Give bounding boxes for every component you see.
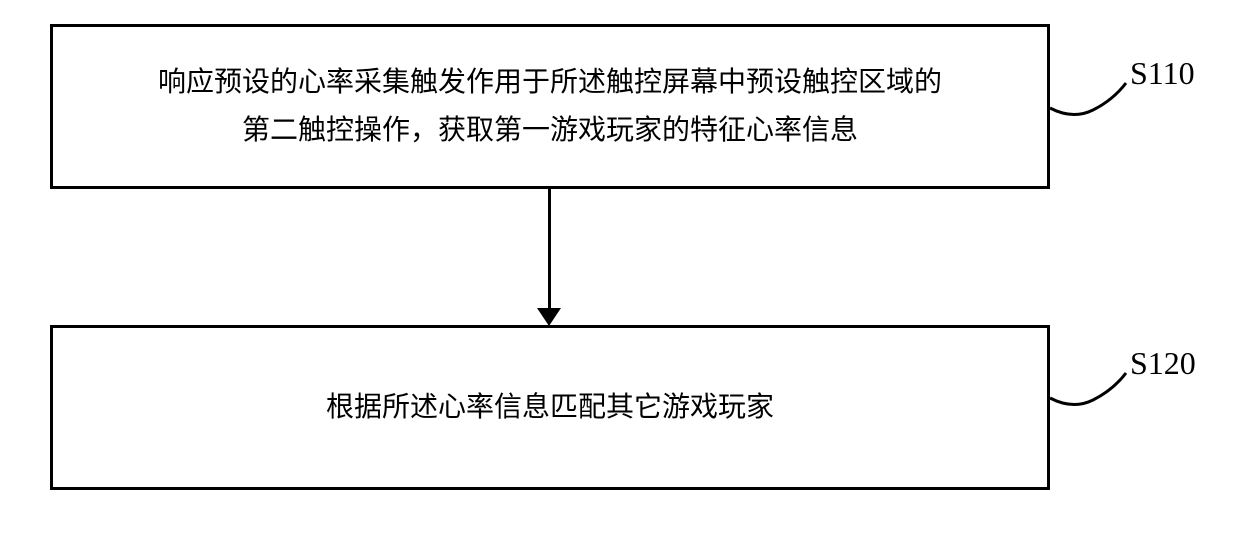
step-label-s110: S110 (1130, 55, 1195, 92)
flow-arrow-head (537, 308, 561, 326)
step2-line1: 根据所述心率信息匹配其它游戏玩家 (326, 392, 774, 423)
step-label-s120: S120 (1130, 345, 1196, 382)
connector-curve-2 (1048, 368, 1133, 413)
flow-step-2-box: 根据所述心率信息匹配其它游戏玩家 (50, 325, 1050, 490)
step1-line1: 响应预设的心率采集触发作用于所述触控屏幕中预设触控区域的 (158, 67, 942, 98)
flow-step-1-text: 响应预设的心率采集触发作用于所述触控屏幕中预设触控区域的 第二触控操作，获取第一… (158, 59, 942, 154)
step1-line2: 第二触控操作，获取第一游戏玩家的特征心率信息 (242, 115, 858, 146)
flow-arrow-line (548, 189, 551, 311)
flow-step-1-box: 响应预设的心率采集触发作用于所述触控屏幕中预设触控区域的 第二触控操作，获取第一… (50, 24, 1050, 189)
flow-step-2-text: 根据所述心率信息匹配其它游戏玩家 (326, 384, 774, 432)
connector-curve-1 (1048, 78, 1133, 123)
